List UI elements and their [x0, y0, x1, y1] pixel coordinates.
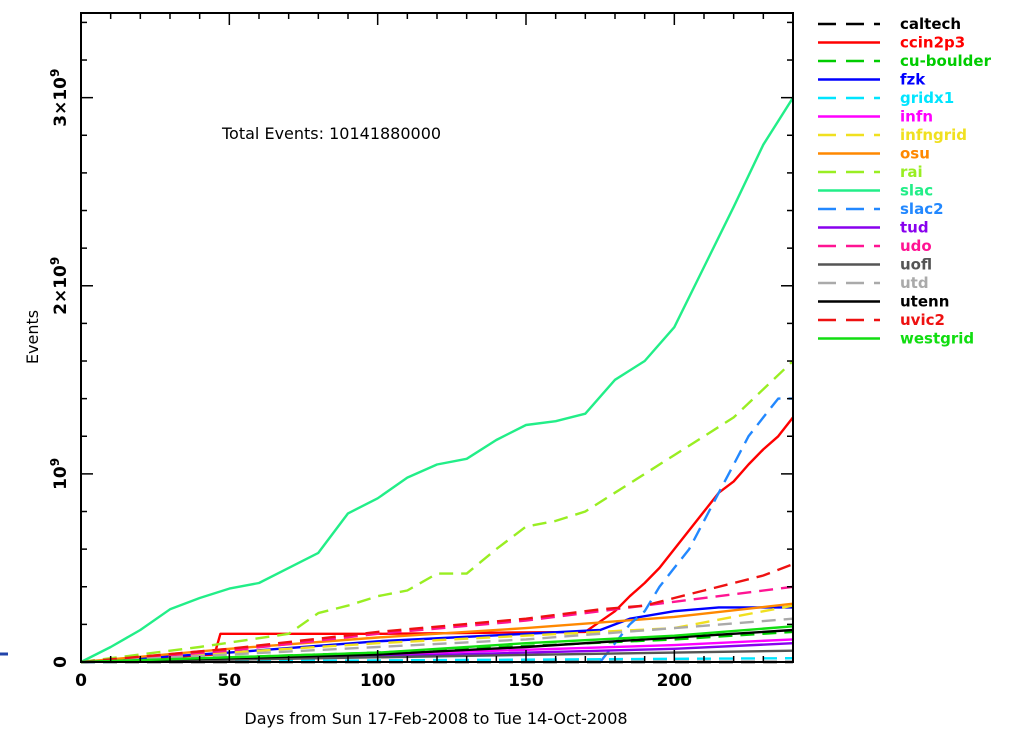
- legend-label-fzk: fzk: [900, 71, 926, 89]
- series-line-uvic2: [80, 563, 794, 664]
- series-line-rai: [80, 360, 794, 664]
- series-line-westgrid: [80, 625, 794, 664]
- legend: caltechccin2p3cu-boulderfzkgridx1infninf…: [818, 15, 992, 348]
- x-tick-label: 150: [508, 671, 544, 691]
- legend-label-tud: tud: [900, 219, 929, 237]
- series-line-osu: [80, 602, 794, 664]
- y-tick-label: 3×109: [48, 69, 71, 127]
- legend-label-westgrid: westgrid: [900, 330, 974, 348]
- legend-label-cu-boulder: cu-boulder: [900, 52, 992, 70]
- total-events-annotation: Total Events: 10141880000: [221, 124, 441, 143]
- series-line-infngrid: [80, 604, 794, 664]
- legend-label-caltech: caltech: [900, 15, 961, 33]
- y-tick-label: 2×109: [48, 257, 71, 315]
- x-tick-label: 0: [75, 671, 87, 691]
- x-axis-label: Days from Sun 17-Feb-2008 to Tue 14-Oct-…: [244, 709, 627, 728]
- legend-label-infngrid: infngrid: [900, 126, 967, 144]
- series-line-utd: [80, 617, 794, 664]
- legend-label-slac2: slac2: [900, 200, 944, 218]
- legend-label-uvic2: uvic2: [900, 311, 945, 329]
- legend-label-ccin2p3: ccin2p3: [900, 34, 965, 52]
- legend-label-utd: utd: [900, 274, 929, 292]
- series-line-udo: [80, 585, 794, 664]
- legend-label-gridx1: gridx1: [900, 89, 954, 107]
- series-line-utenn: [80, 628, 794, 664]
- legend-label-udo: udo: [900, 237, 932, 255]
- x-tick-label: 200: [657, 671, 693, 691]
- legend-label-rai: rai: [900, 163, 923, 181]
- y-tick-label: 0: [51, 656, 71, 668]
- x-tick-label: 100: [360, 671, 396, 691]
- legend-label-slac: slac: [900, 182, 933, 200]
- legend-label-infn: infn: [900, 108, 933, 126]
- y-axis-label: Events: [23, 310, 42, 364]
- legend-label-osu: osu: [900, 145, 930, 163]
- x-tick-label: 50: [217, 671, 241, 691]
- tick-layer: 0 50 100 150 200 0 109 2×109 3×109: [48, 13, 794, 691]
- series-layer: [80, 97, 795, 664]
- y-tick-label: 109: [48, 458, 71, 490]
- legend-label-uofl: uofl: [900, 256, 932, 274]
- series-line-slac: [80, 97, 795, 664]
- legend-label-utenn: utenn: [900, 293, 949, 311]
- plot-frame: [80, 12, 794, 663]
- series-line-slac2: [599, 397, 793, 663]
